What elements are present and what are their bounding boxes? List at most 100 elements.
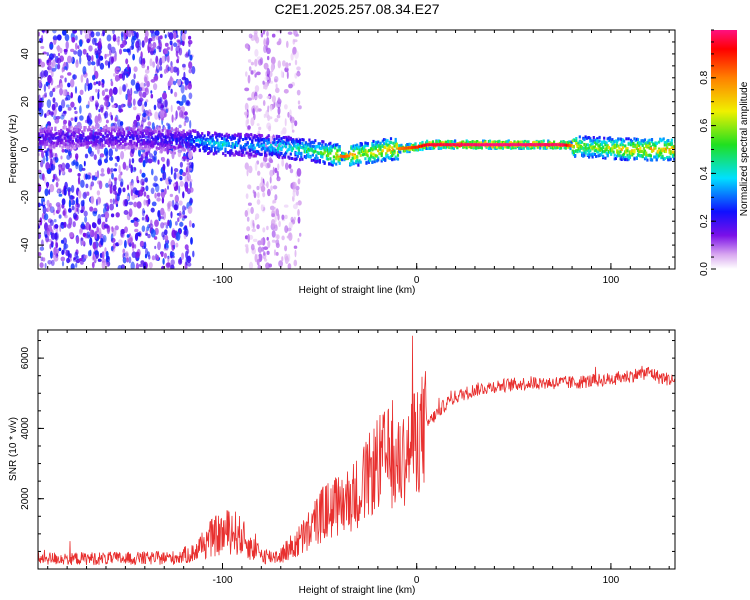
signal-cell: [244, 134, 247, 138]
signal-cell: [107, 127, 111, 131]
signal-cell: [656, 150, 659, 154]
signal-cell: [636, 153, 640, 157]
signal-cell: [91, 126, 94, 130]
noise-speckle: [176, 100, 181, 104]
signal-cell: [214, 146, 217, 150]
signal-cell: [618, 146, 621, 150]
signal-cell: [329, 141, 332, 145]
signal-cell: [302, 146, 305, 150]
signal-cell: [451, 140, 454, 144]
signal-cell: [176, 127, 179, 131]
signal-core: [450, 143, 453, 147]
noise-speckle: [266, 30, 269, 37]
signal-cell: [338, 158, 341, 162]
signal-cell: [611, 147, 614, 151]
noise-speckle: [82, 232, 87, 237]
signal-cell: [631, 140, 634, 143]
signal-cell: [671, 155, 675, 159]
signal-cell: [275, 153, 278, 157]
noise-speckle: [266, 236, 269, 241]
signal-cell: [161, 138, 164, 142]
signal-cell: [633, 157, 636, 161]
signal-core: [343, 155, 346, 159]
signal-cell: [668, 155, 671, 159]
noise-speckle: [48, 61, 54, 70]
signal-cell: [293, 140, 296, 144]
signal-core: [452, 143, 455, 147]
signal-cell: [271, 148, 274, 152]
signal-cell: [500, 146, 503, 150]
signal-cell: [99, 129, 102, 133]
signal-cell: [113, 137, 116, 141]
signal-cell: [609, 138, 612, 142]
signal-cell: [591, 142, 594, 145]
noise-speckle: [54, 224, 59, 229]
noise-speckle: [130, 188, 133, 197]
noise-speckle: [159, 215, 162, 219]
signal-cell: [325, 146, 328, 150]
signal-cell: [104, 131, 107, 135]
noise-speckle: [253, 69, 256, 74]
signal-cell: [440, 146, 443, 150]
signal-cell: [49, 146, 52, 150]
noise-speckle: [125, 165, 129, 171]
signal-cell: [231, 145, 234, 149]
signal-cell: [125, 146, 128, 150]
noise-speckle: [43, 84, 47, 93]
signal-cell: [352, 144, 355, 148]
noise-speckle: [61, 148, 65, 153]
signal-core: [412, 146, 415, 149]
signal-cell: [155, 146, 158, 150]
signal-cell: [257, 142, 260, 146]
noise-speckle: [105, 182, 109, 188]
signal-cell: [666, 146, 669, 150]
signal-cell: [91, 143, 94, 147]
signal-cell: [75, 130, 78, 134]
signal-cell: [239, 144, 242, 148]
noise-speckle: [99, 62, 105, 70]
noise-speckle: [167, 66, 171, 72]
noise-speckle: [94, 50, 99, 56]
signal-cell: [186, 143, 189, 147]
signal-cell: [55, 131, 58, 135]
signal-cell: [175, 142, 178, 146]
noise-speckle: [74, 116, 78, 123]
noise-speckle: [142, 262, 147, 269]
signal-cell: [254, 138, 257, 142]
signal-cell: [426, 147, 429, 150]
signal-cell: [586, 136, 589, 140]
signal-cell: [179, 141, 182, 145]
noise-speckle: [143, 199, 147, 206]
noise-speckle: [176, 67, 180, 77]
signal-cell: [632, 143, 635, 147]
signal-core: [436, 143, 439, 147]
noise-speckle: [267, 188, 271, 197]
signal-core: [500, 143, 503, 147]
signal-cell: [381, 144, 384, 148]
noise-speckle: [114, 162, 118, 167]
signal-cell: [68, 139, 71, 143]
noise-speckle: [281, 235, 285, 241]
signal-cell: [316, 159, 319, 163]
signal-cell: [492, 140, 495, 144]
noise-speckle: [38, 232, 42, 239]
noise-speckle: [41, 239, 44, 248]
signal-cell: [452, 146, 455, 150]
noise-speckle: [109, 156, 113, 161]
signal-cell: [281, 145, 284, 149]
noise-speckle: [191, 223, 195, 228]
signal-cell: [216, 138, 219, 142]
noise-speckle: [68, 119, 71, 128]
signal-cell: [504, 140, 507, 144]
signal-cell: [627, 142, 630, 146]
signal-cell: [469, 145, 472, 149]
signal-cell: [634, 143, 637, 147]
signal-cell: [278, 138, 281, 142]
signal-cell: [81, 134, 84, 138]
signal-cell: [195, 139, 198, 143]
noise-speckle: [108, 148, 113, 157]
signal-cell: [465, 146, 468, 150]
noise-speckle: [145, 232, 148, 236]
noise-speckle: [91, 175, 95, 181]
signal-cell: [179, 135, 182, 139]
